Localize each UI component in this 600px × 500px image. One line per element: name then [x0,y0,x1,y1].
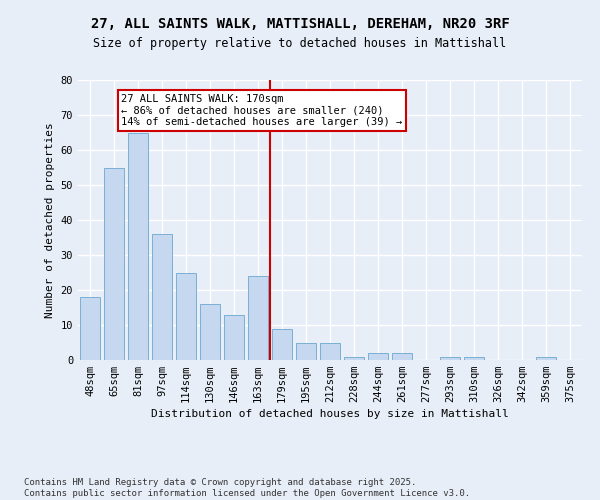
Bar [464,356,484,360]
Bar [536,356,556,360]
Bar [104,168,124,360]
X-axis label: Distribution of detached houses by size in Mattishall: Distribution of detached houses by size … [151,410,509,420]
Bar [128,132,148,360]
Bar [152,234,172,360]
Bar [176,272,196,360]
Bar [368,353,388,360]
Bar [80,297,100,360]
Text: Contains HM Land Registry data © Crown copyright and database right 2025.
Contai: Contains HM Land Registry data © Crown c… [24,478,470,498]
Bar [440,356,460,360]
Text: Size of property relative to detached houses in Mattishall: Size of property relative to detached ho… [94,38,506,51]
Bar [224,314,244,360]
Bar [392,353,412,360]
Text: 27, ALL SAINTS WALK, MATTISHALL, DEREHAM, NR20 3RF: 27, ALL SAINTS WALK, MATTISHALL, DEREHAM… [91,18,509,32]
Bar [272,328,292,360]
Bar [320,342,340,360]
Bar [296,342,316,360]
Bar [248,276,268,360]
Bar [344,356,364,360]
Y-axis label: Number of detached properties: Number of detached properties [45,122,55,318]
Bar [200,304,220,360]
Text: 27 ALL SAINTS WALK: 170sqm
← 86% of detached houses are smaller (240)
14% of sem: 27 ALL SAINTS WALK: 170sqm ← 86% of deta… [121,94,403,127]
